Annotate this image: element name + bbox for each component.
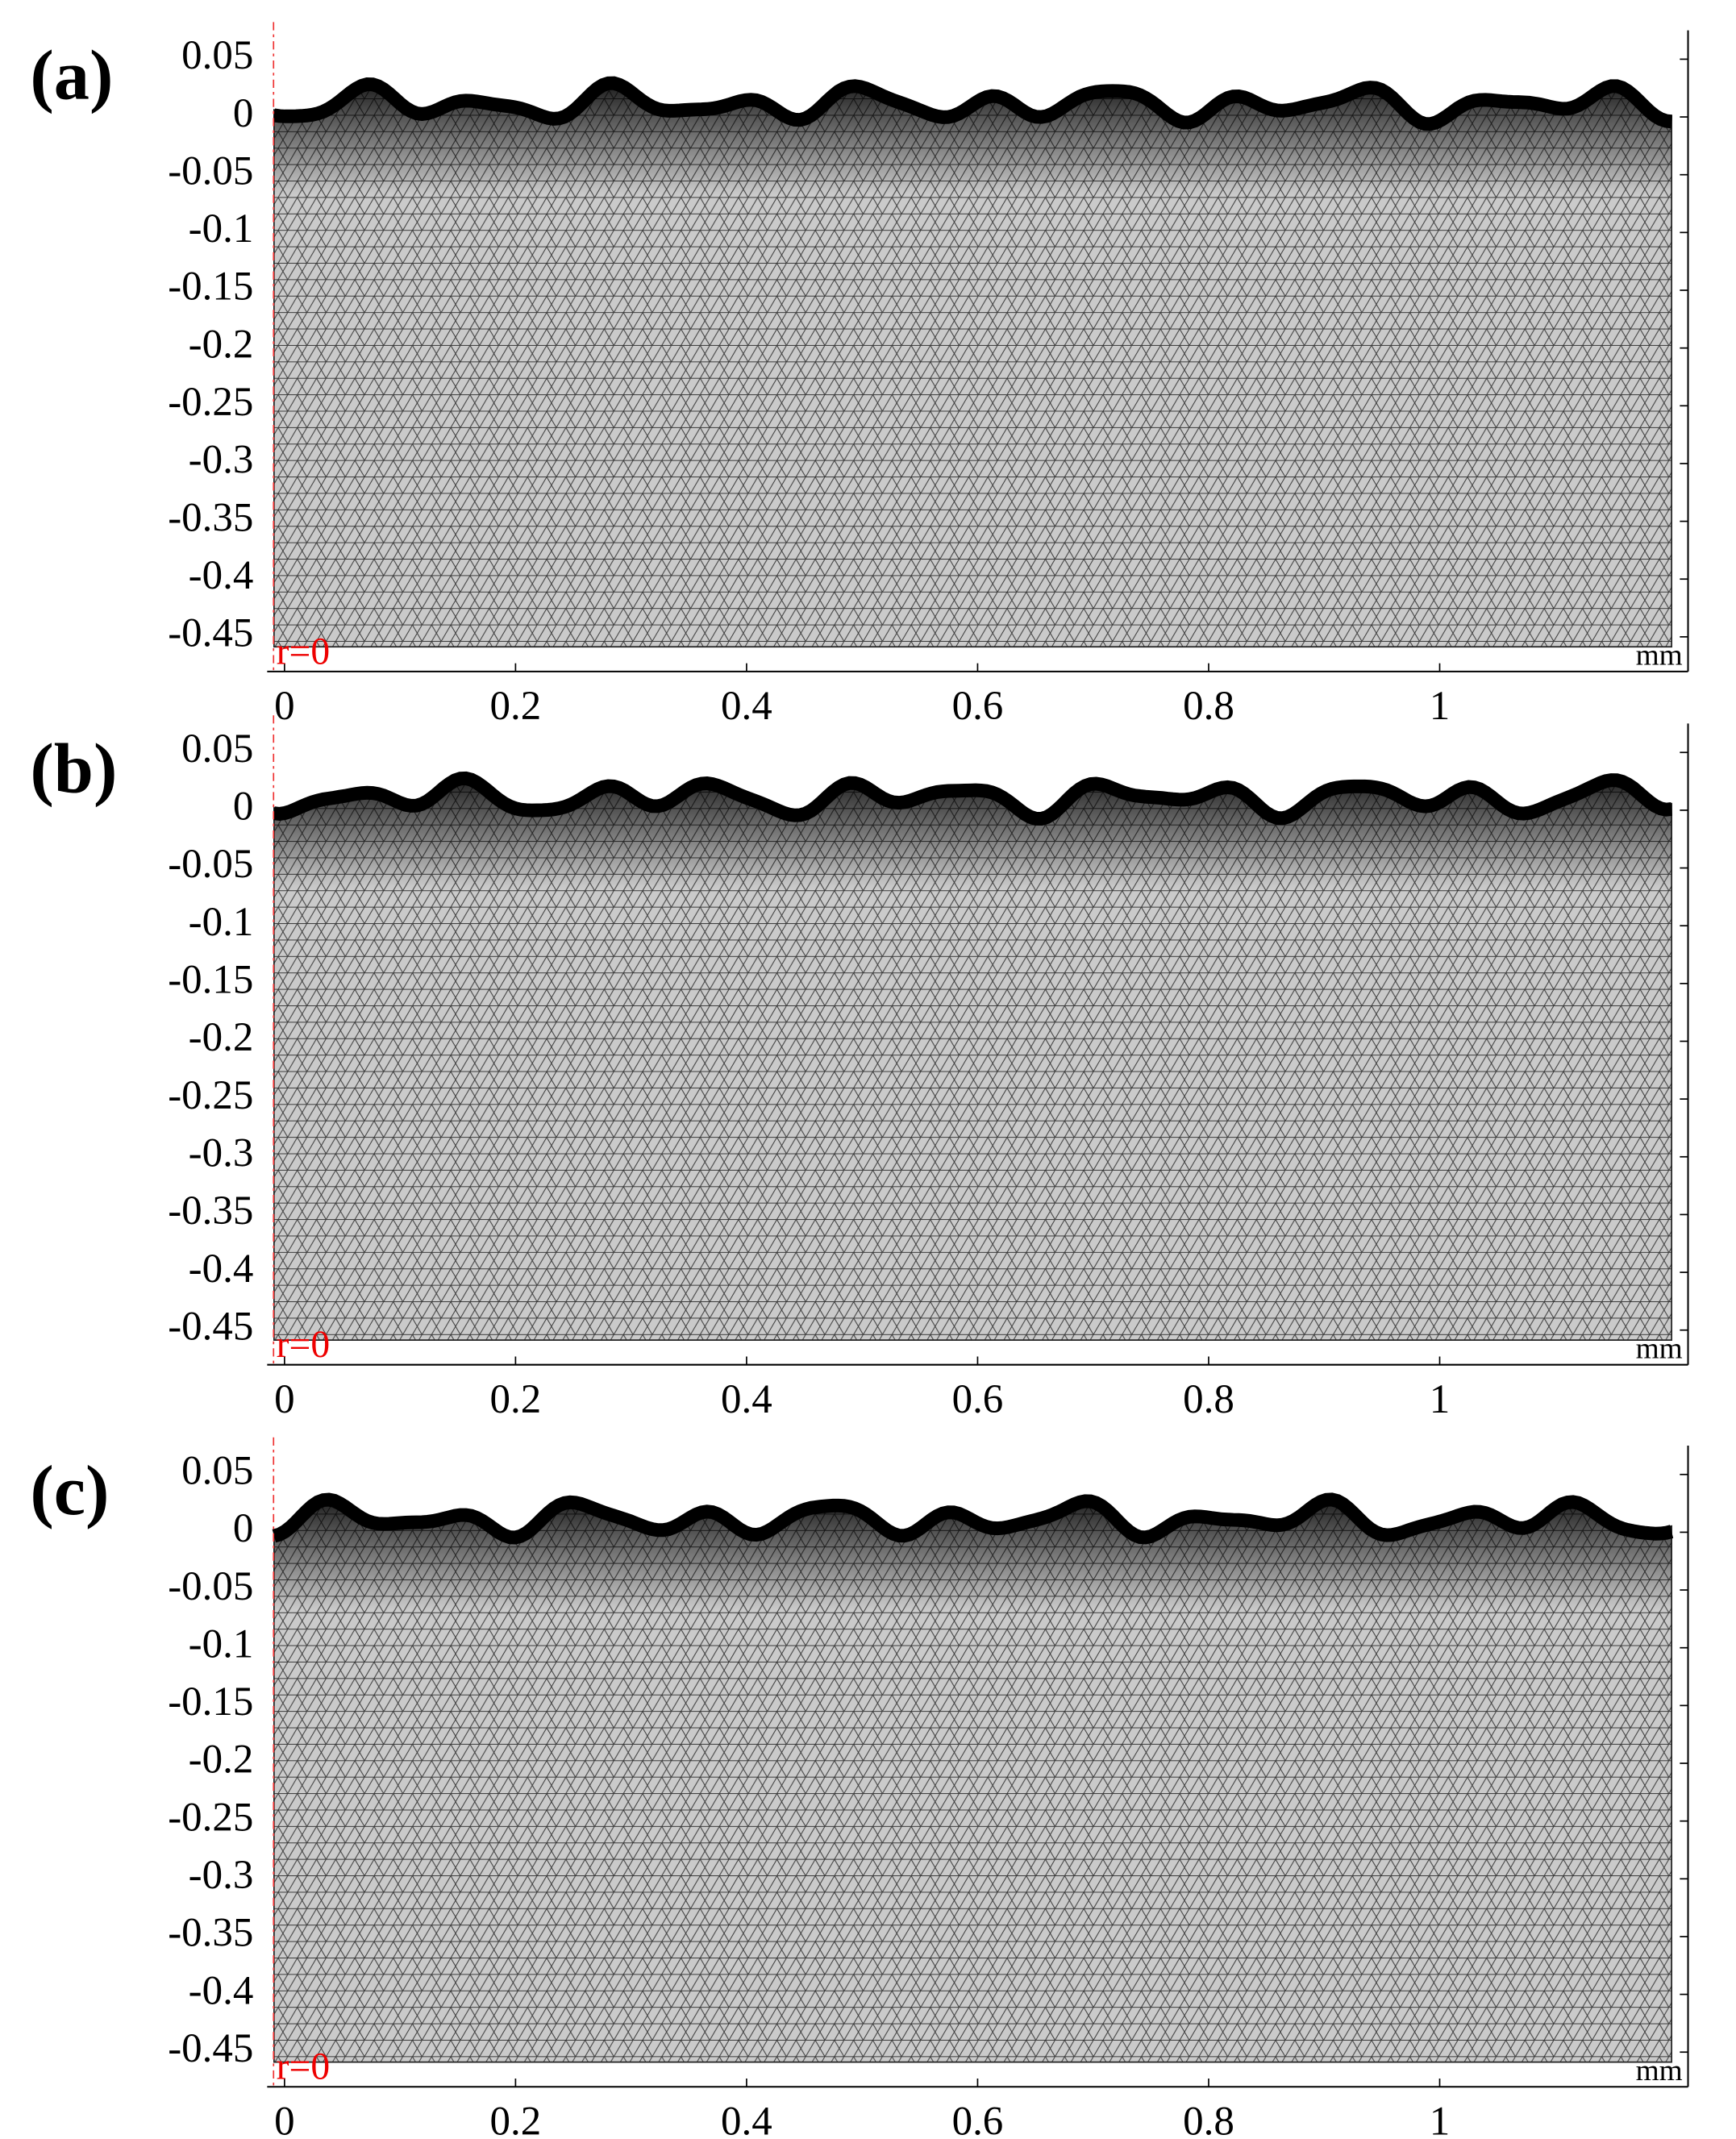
x-tick-label: 0.6 (952, 2099, 1004, 2139)
y-tick-label: -0.35 (168, 1911, 253, 1956)
x-unit: mm (1636, 2054, 1683, 2087)
y-tick-label: 0 (233, 1506, 253, 1551)
x-tick-label: 1 (1430, 2099, 1450, 2139)
y-tick-label: -0.35 (168, 495, 253, 540)
y-tick-label: -0.3 (189, 438, 254, 483)
x-tick-label: 0.4 (721, 2099, 772, 2139)
mesh-surface (273, 76, 1672, 131)
x-tick-label: 0.6 (952, 1377, 1004, 1422)
y-tick-label: -0.25 (168, 1073, 253, 1118)
x-tick-label: 0 (274, 1377, 294, 1422)
panel: 0.05 0 -0.05 -0.1 -0.15 -0.2 -0.25 -0.3 -0.35 -0.… (30, 22, 1689, 729)
y-tick-label: -0.35 (168, 1188, 253, 1234)
panel-label: (c) (30, 1451, 109, 1530)
y-tick-label: -0.25 (168, 380, 253, 425)
y-tick-label: -0.2 (189, 1737, 254, 1783)
annotation: r=0 (277, 630, 330, 672)
y-tick-label: -0.3 (189, 1130, 254, 1176)
y-tick-label: -0.1 (189, 1621, 254, 1667)
panel: 0.05 0 -0.05 -0.1 -0.15 -0.2 -0.25 -0.3 -0.35 -0.… (30, 1437, 1689, 2139)
y-tick-label: 0.05 (181, 1448, 253, 1493)
x-tick-label: 0 (274, 2099, 294, 2139)
y-tick-label: -0.2 (189, 322, 254, 367)
panel-label: (a) (30, 35, 113, 114)
y-tick-label: -0.45 (168, 1304, 253, 1349)
x-tick-label: 0.8 (1183, 2099, 1234, 2139)
y-tick-label: -0.2 (189, 1015, 254, 1060)
y-tick-label: -0.45 (168, 2026, 253, 2071)
x-unit: mm (1636, 1332, 1683, 1365)
y-tick-label: 0.05 (181, 726, 253, 772)
mesh-surface (272, 1492, 1674, 1545)
x-tick-label: 0.2 (490, 684, 542, 729)
x-tick-label: 0.4 (721, 1377, 772, 1422)
mesh-surface (273, 771, 1672, 826)
y-tick-label: -0.45 (168, 611, 253, 656)
y-tick-label: 0.05 (181, 33, 253, 78)
x-tick-label: 0.2 (490, 1377, 542, 1422)
x-unit: mm (1636, 639, 1683, 672)
y-tick-label: -0.1 (189, 206, 254, 252)
panel-label: (b) (30, 729, 117, 808)
y-tick-label: -0.4 (189, 553, 254, 598)
y-tick-label: -0.1 (189, 900, 254, 945)
x-tick-label: 0 (274, 684, 294, 729)
panel: 0.05 0 -0.05 -0.1 -0.15 -0.2 -0.25 -0.3 -0.35 -0.… (30, 715, 1689, 1422)
annotation: r=0 (277, 2046, 330, 2088)
y-tick-label: -0.4 (189, 1968, 254, 2013)
annotation: r=0 (277, 1324, 330, 1366)
y-tick-label: -0.05 (168, 148, 253, 194)
x-tick-label: 0.4 (721, 684, 772, 729)
x-tick-label: 0.8 (1183, 1377, 1234, 1422)
x-tick-label: 1 (1430, 1377, 1450, 1422)
y-tick-label: -0.05 (168, 1564, 253, 1609)
y-tick-label: 0 (233, 784, 253, 830)
y-tick-label: 0 (233, 91, 253, 136)
y-tick-label: -0.15 (168, 1679, 253, 1725)
mesh-refinement (273, 1494, 1672, 1610)
y-tick-label: -0.3 (189, 1853, 254, 1898)
y-tick-label: -0.25 (168, 1795, 253, 1840)
y-tick-label: -0.05 (168, 842, 253, 887)
y-tick-label: -0.15 (168, 264, 253, 310)
mesh-refinement (273, 77, 1672, 195)
y-tick-label: -0.15 (168, 958, 253, 1003)
x-tick-label: 0.8 (1183, 684, 1234, 729)
x-tick-label: 1 (1430, 684, 1450, 729)
x-tick-label: 0.6 (952, 684, 1004, 729)
x-tick-label: 0.2 (490, 2099, 542, 2139)
y-tick-label: -0.4 (189, 1246, 254, 1292)
